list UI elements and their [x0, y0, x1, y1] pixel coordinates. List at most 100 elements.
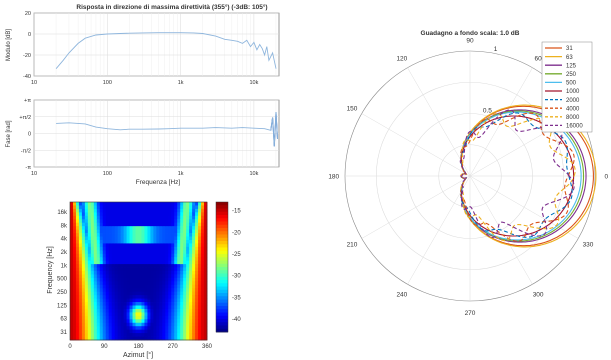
- heatmap-cell: [183, 288, 187, 293]
- heatmap-cell: [177, 326, 181, 331]
- polar-angle-label: 240: [396, 291, 407, 298]
- heatmap-cell: [111, 329, 116, 334]
- heatmap-cell: [99, 336, 104, 341]
- heatmap-cell: [153, 312, 157, 317]
- heatmap-cell: [159, 246, 163, 251]
- heatmap-cell: [126, 281, 130, 286]
- heatmap-cell: [159, 233, 163, 237]
- heatmap-cell: [105, 219, 110, 224]
- heatmap-cell: [70, 295, 74, 299]
- heatmap-cell: [78, 267, 83, 272]
- polar-angle-label: 120: [396, 56, 407, 63]
- heatmap-cell: [108, 302, 113, 306]
- heatmap-cell: [132, 233, 136, 237]
- heatmap-cell: [75, 250, 80, 255]
- x-tick-label: 10k: [249, 171, 258, 177]
- heatmap-cell: [75, 326, 80, 331]
- heatmap-cell: [189, 208, 193, 213]
- heatmap-cell: [201, 215, 205, 220]
- heatmap-cell: [198, 295, 202, 299]
- heatmap-cell: [204, 222, 208, 227]
- heatmap-cell: [99, 274, 104, 279]
- heatmap-cell: [135, 202, 139, 206]
- x-tick-label: 100: [103, 80, 112, 86]
- heatmap-cell: [78, 336, 83, 341]
- colorbar-cell: [216, 315, 228, 320]
- heatmap-cell: [117, 260, 122, 265]
- heatmap-cell: [96, 281, 101, 286]
- heatmap-cell: [114, 312, 119, 317]
- heatmap-cell: [153, 260, 157, 265]
- heatmap-cell: [70, 257, 74, 262]
- heatmap-cell: [81, 288, 86, 293]
- heatmap-cell: [70, 229, 74, 234]
- heatmap-cell: [105, 315, 110, 320]
- x-tick-label: 10: [31, 171, 37, 177]
- heatmap-cell: [189, 326, 193, 331]
- heatmap-cell: [165, 208, 169, 213]
- heatmap-cell: [138, 239, 142, 244]
- heatmap-cell: [96, 308, 101, 313]
- heatmap-cell: [195, 229, 199, 234]
- heatmap-cell: [126, 298, 130, 303]
- heatmap-cell: [72, 319, 77, 324]
- heatmap-cell: [96, 202, 101, 206]
- heatmap-cell: [87, 250, 92, 255]
- heatmap-cell: [99, 284, 104, 289]
- heatmap-cell: [144, 271, 148, 275]
- heatmap-cell: [72, 267, 77, 272]
- heatmap-cell: [132, 239, 136, 244]
- heatmap-cell: [168, 208, 172, 213]
- heatmap-cell: [141, 233, 145, 237]
- heatmap-cell: [120, 319, 125, 324]
- heatmap-cell: [126, 253, 130, 258]
- heatmap-cell: [141, 298, 145, 303]
- heatmap-cell: [183, 281, 187, 286]
- heatmap-cell: [90, 226, 95, 230]
- heatmap-cell: [126, 208, 130, 213]
- heatmap-cell: [102, 312, 107, 317]
- heatmap-cell: [198, 277, 202, 282]
- heatmap-cell: [186, 302, 190, 306]
- heatmap-cell: [156, 264, 160, 268]
- heatmap-cell: [108, 319, 113, 324]
- heatmap-cell: [150, 239, 154, 244]
- heatmap-cell: [111, 208, 116, 213]
- heatmap-cell: [102, 322, 107, 327]
- heatmap-cell: [183, 226, 187, 230]
- heatmap-cell: [201, 298, 205, 303]
- x-tick-label: 100: [103, 171, 112, 177]
- heatmap-cell: [126, 205, 130, 210]
- heatmap-cell: [84, 298, 89, 303]
- heatmap-cell: [138, 277, 142, 282]
- heatmap-cell: [186, 226, 190, 230]
- heatmap-cell: [75, 257, 80, 262]
- colorbar-cell: [216, 263, 228, 268]
- heatmap-cell: [132, 219, 136, 224]
- heatmap-cell: [87, 208, 92, 213]
- heatmap-cell: [168, 312, 172, 317]
- heatmap-cell: [93, 260, 98, 265]
- heatmap-cell: [165, 215, 169, 220]
- heatmap-cell: [72, 326, 77, 331]
- heatmap-cell: [123, 260, 127, 265]
- heatmap-cell: [156, 267, 160, 272]
- heatmap-cell: [111, 271, 116, 275]
- heatmap-cell: [81, 212, 86, 217]
- heatmap-cell: [141, 243, 145, 248]
- heatmap-cell: [93, 239, 98, 244]
- heatmap-cell: [156, 322, 160, 327]
- heatmap-cell: [120, 233, 125, 237]
- heatmap-cell: [114, 233, 119, 237]
- colorbar-tick-label: -25: [232, 252, 241, 258]
- heatmap-cell: [174, 226, 178, 230]
- heatmap-cell: [171, 295, 175, 299]
- heatmap-cell: [141, 288, 145, 293]
- heatmap-cell: [70, 246, 74, 251]
- heatmap-cell: [126, 226, 130, 230]
- heatmap-cell: [189, 260, 193, 265]
- heatmap-cell: [183, 312, 187, 317]
- heatmap-cell: [126, 305, 130, 310]
- heatmap-cell: [114, 315, 119, 320]
- heatmap-cell: [111, 333, 116, 337]
